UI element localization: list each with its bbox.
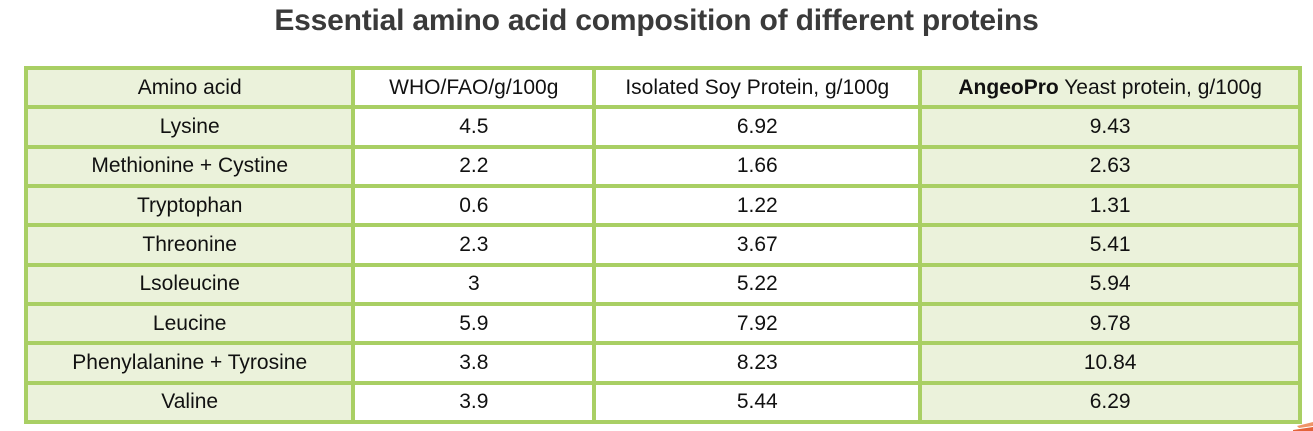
cell-amino-acid: Threonine [26, 225, 354, 265]
cell-who-fao: 4.5 [353, 107, 595, 147]
col-header-who-fao: WHO/FAO/g/100g [353, 68, 595, 108]
cell-amino-acid: Leucine [26, 303, 354, 344]
cell-soy-protein: 8.23 [594, 343, 921, 383]
cell-angeopro: 2.63 [920, 146, 1300, 186]
cell-angeopro: 9.43 [920, 107, 1300, 147]
table-row: Leucine 5.9 7.92 9.78 [26, 303, 1300, 344]
cell-angeopro: 9.78 [920, 303, 1300, 344]
cell-who-fao: 3 [353, 264, 595, 304]
table-row: Phenylalanine + Tyrosine 3.8 8.23 10.84 [26, 343, 1300, 383]
cell-amino-acid: Methionine + Cystine [26, 146, 354, 186]
amino-acid-table: Amino acid WHO/FAO/g/100g Isolated Soy P… [24, 66, 1302, 424]
col-header-angeopro: AngeoPro Yeast protein, g/100g [920, 68, 1300, 108]
cell-angeopro: 5.41 [920, 225, 1300, 265]
cell-soy-protein: 5.44 [594, 382, 921, 422]
cell-who-fao: 2.2 [353, 146, 595, 186]
corner-accent-graphic [1293, 422, 1313, 431]
cell-angeopro: 1.31 [920, 185, 1300, 226]
cell-angeopro: 5.94 [920, 264, 1300, 304]
table-row: Tryptophan 0.6 1.22 1.31 [26, 185, 1300, 226]
table-row: Methionine + Cystine 2.2 1.66 2.63 [26, 146, 1300, 186]
cell-amino-acid: Valine [26, 382, 354, 422]
cell-amino-acid: Phenylalanine + Tyrosine [26, 343, 354, 383]
cell-who-fao: 0.6 [353, 185, 595, 226]
table-row: Valine 3.9 5.44 6.29 [26, 382, 1300, 422]
cell-angeopro: 6.29 [920, 382, 1300, 422]
cell-who-fao: 5.9 [353, 303, 595, 344]
col-header-amino-acid: Amino acid [26, 68, 354, 108]
cell-who-fao: 3.8 [353, 343, 595, 383]
cell-amino-acid: Tryptophan [26, 185, 354, 226]
table-row: Lsoleucine 3 5.22 5.94 [26, 264, 1300, 304]
cell-who-fao: 2.3 [353, 225, 595, 265]
cell-amino-acid: Lysine [26, 107, 354, 147]
table-row: Threonine 2.3 3.67 5.41 [26, 225, 1300, 265]
table-row: Lysine 4.5 6.92 9.43 [26, 107, 1300, 147]
angeopro-unit-label: Yeast protein, g/100g [1064, 75, 1262, 99]
cell-soy-protein: 1.22 [594, 185, 921, 226]
cell-soy-protein: 5.22 [594, 264, 921, 304]
page-title: Essential amino acid composition of diff… [274, 4, 1039, 37]
cell-soy-protein: 7.92 [594, 303, 921, 344]
table-header-row: Amino acid WHO/FAO/g/100g Isolated Soy P… [26, 68, 1300, 108]
cell-who-fao: 3.9 [353, 382, 595, 422]
cell-soy-protein: 6.92 [594, 107, 921, 147]
angeopro-brand-label: AngeoPro [958, 75, 1059, 99]
cell-angeopro: 10.84 [920, 343, 1300, 383]
col-header-soy-protein: Isolated Soy Protein, g/100g [594, 68, 921, 108]
cell-soy-protein: 3.67 [594, 225, 921, 265]
cell-amino-acid: Lsoleucine [26, 264, 354, 304]
cell-soy-protein: 1.66 [594, 146, 921, 186]
